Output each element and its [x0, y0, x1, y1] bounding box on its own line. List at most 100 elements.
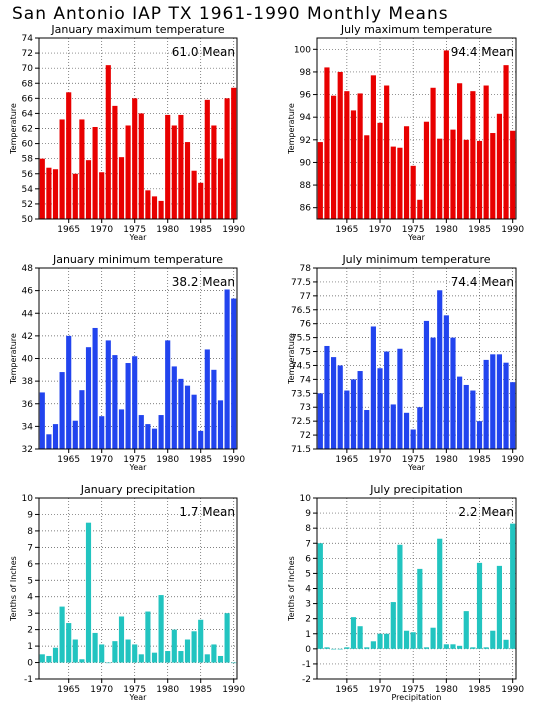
- chart-title: July precipitation: [369, 483, 463, 496]
- y-axis-label: Temperature: [287, 103, 296, 155]
- bar-1986: [204, 654, 210, 663]
- y-tick-label: 7: [305, 539, 311, 549]
- bar-1961: [39, 392, 45, 449]
- bar-1963: [330, 95, 337, 219]
- chart-title: July maximum temperature: [340, 23, 493, 36]
- bar-1974: [125, 125, 131, 219]
- bar-1979: [437, 290, 443, 449]
- x-axis-label: Year: [129, 693, 148, 702]
- x-tick-label: 1970: [90, 685, 113, 695]
- y-tick-label: 96: [300, 91, 312, 101]
- bar-1979: [158, 595, 164, 663]
- x-tick-label: 1990: [501, 225, 524, 235]
- bar-1987: [490, 354, 496, 449]
- bar-1989: [224, 289, 230, 449]
- y-axis-label: Tenths of Inches: [9, 556, 18, 622]
- bar-1990: [510, 523, 516, 649]
- bar-1973: [397, 348, 403, 449]
- y-tick-label: 56: [22, 170, 34, 180]
- bar-1967: [79, 119, 85, 219]
- y-tick-label: 2: [305, 615, 311, 625]
- bar-1980: [443, 644, 449, 649]
- bar-1964: [59, 372, 65, 449]
- bar-1963: [330, 357, 337, 449]
- bar-1971: [105, 340, 111, 449]
- bar-1963: [52, 424, 59, 449]
- bar-1972: [112, 105, 118, 219]
- bar-1979: [158, 415, 164, 449]
- bar-1969: [92, 327, 98, 449]
- y-tick-label: 73: [300, 403, 311, 413]
- y-tick-label: 62: [22, 125, 33, 135]
- bar-1972: [390, 404, 396, 449]
- bar-1961: [317, 543, 323, 649]
- y-tick-label: 52: [22, 200, 33, 210]
- mean-label: 74.4 Mean: [451, 275, 514, 289]
- bar-1962: [46, 434, 52, 449]
- x-tick-label: 1970: [369, 455, 392, 465]
- x-tick-label: 1965: [57, 455, 80, 465]
- mean-label: 2.2 Mean: [458, 505, 514, 519]
- bar-1990: [231, 298, 237, 449]
- chart-panel-2: 86 88 90 92 94 96 98 100 1965 1970 1975 1980 1985 199…: [287, 23, 524, 242]
- bar-1967: [79, 659, 85, 663]
- y-tick-label: 92: [300, 136, 311, 146]
- bar-1980: [165, 651, 171, 663]
- bar-1984: [470, 647, 476, 649]
- bar-1964: [337, 648, 343, 650]
- y-tick-label: 60: [22, 140, 34, 150]
- bar-1970: [99, 416, 105, 449]
- bar-1989: [503, 362, 509, 449]
- y-tick-label: 88: [300, 181, 312, 191]
- mean-label: 61.0 Mean: [172, 45, 235, 59]
- bar-1986: [483, 647, 489, 649]
- bar-1973: [118, 616, 125, 663]
- bar-1990: [510, 130, 516, 219]
- y-tick-label: 6: [305, 554, 311, 564]
- y-tick-label: 48: [22, 264, 34, 274]
- bar-1987: [211, 125, 217, 219]
- x-tick-label: 1990: [501, 685, 524, 695]
- y-tick-label: 34: [22, 422, 34, 432]
- bar-1983: [184, 142, 191, 219]
- page-title: San Antonio IAP TX 1961-1990 Monthly Mea…: [12, 4, 449, 24]
- bar-1988: [217, 158, 224, 219]
- bar-1987: [490, 630, 496, 649]
- x-tick-label: 1970: [369, 225, 392, 235]
- bar-1982: [457, 83, 463, 219]
- y-tick-label: 3: [305, 600, 311, 610]
- y-tick-label: 2: [27, 626, 33, 636]
- bar-1977: [145, 190, 151, 219]
- x-tick-label: 1990: [222, 225, 245, 235]
- y-tick-label: 73.5: [291, 389, 311, 399]
- x-tick-label: 1990: [222, 455, 245, 465]
- mean-label: 38.2 Mean: [172, 275, 235, 289]
- bar-1961: [317, 393, 323, 449]
- chart-title: January minimum temperature: [52, 253, 223, 266]
- y-tick-label: 71.5: [291, 445, 311, 455]
- bar-1984: [470, 91, 476, 219]
- x-axis-label: Year: [407, 463, 426, 472]
- bar-1980: [165, 340, 171, 449]
- bar-1976: [417, 199, 423, 219]
- x-tick-label: 1975: [402, 455, 425, 465]
- bar-1988: [217, 655, 224, 663]
- bar-1980: [165, 114, 171, 219]
- bar-1962: [324, 345, 330, 449]
- bar-1981: [171, 125, 177, 219]
- bar-1973: [397, 147, 403, 219]
- y-tick-label: 72.5: [291, 417, 311, 427]
- y-tick-label: 32: [22, 445, 33, 455]
- bar-1971: [384, 633, 390, 649]
- y-tick-label: 72: [300, 431, 311, 441]
- bar-1974: [403, 412, 410, 449]
- bar-1964: [59, 119, 65, 219]
- y-tick-label: 8: [305, 524, 311, 534]
- bar-1976: [417, 568, 423, 649]
- bar-1967: [79, 390, 85, 449]
- y-tick-label: 78: [300, 264, 312, 274]
- bar-1982: [178, 378, 184, 449]
- bar-1966: [72, 420, 78, 449]
- bar-1971: [384, 85, 390, 219]
- bar-1972: [112, 641, 118, 663]
